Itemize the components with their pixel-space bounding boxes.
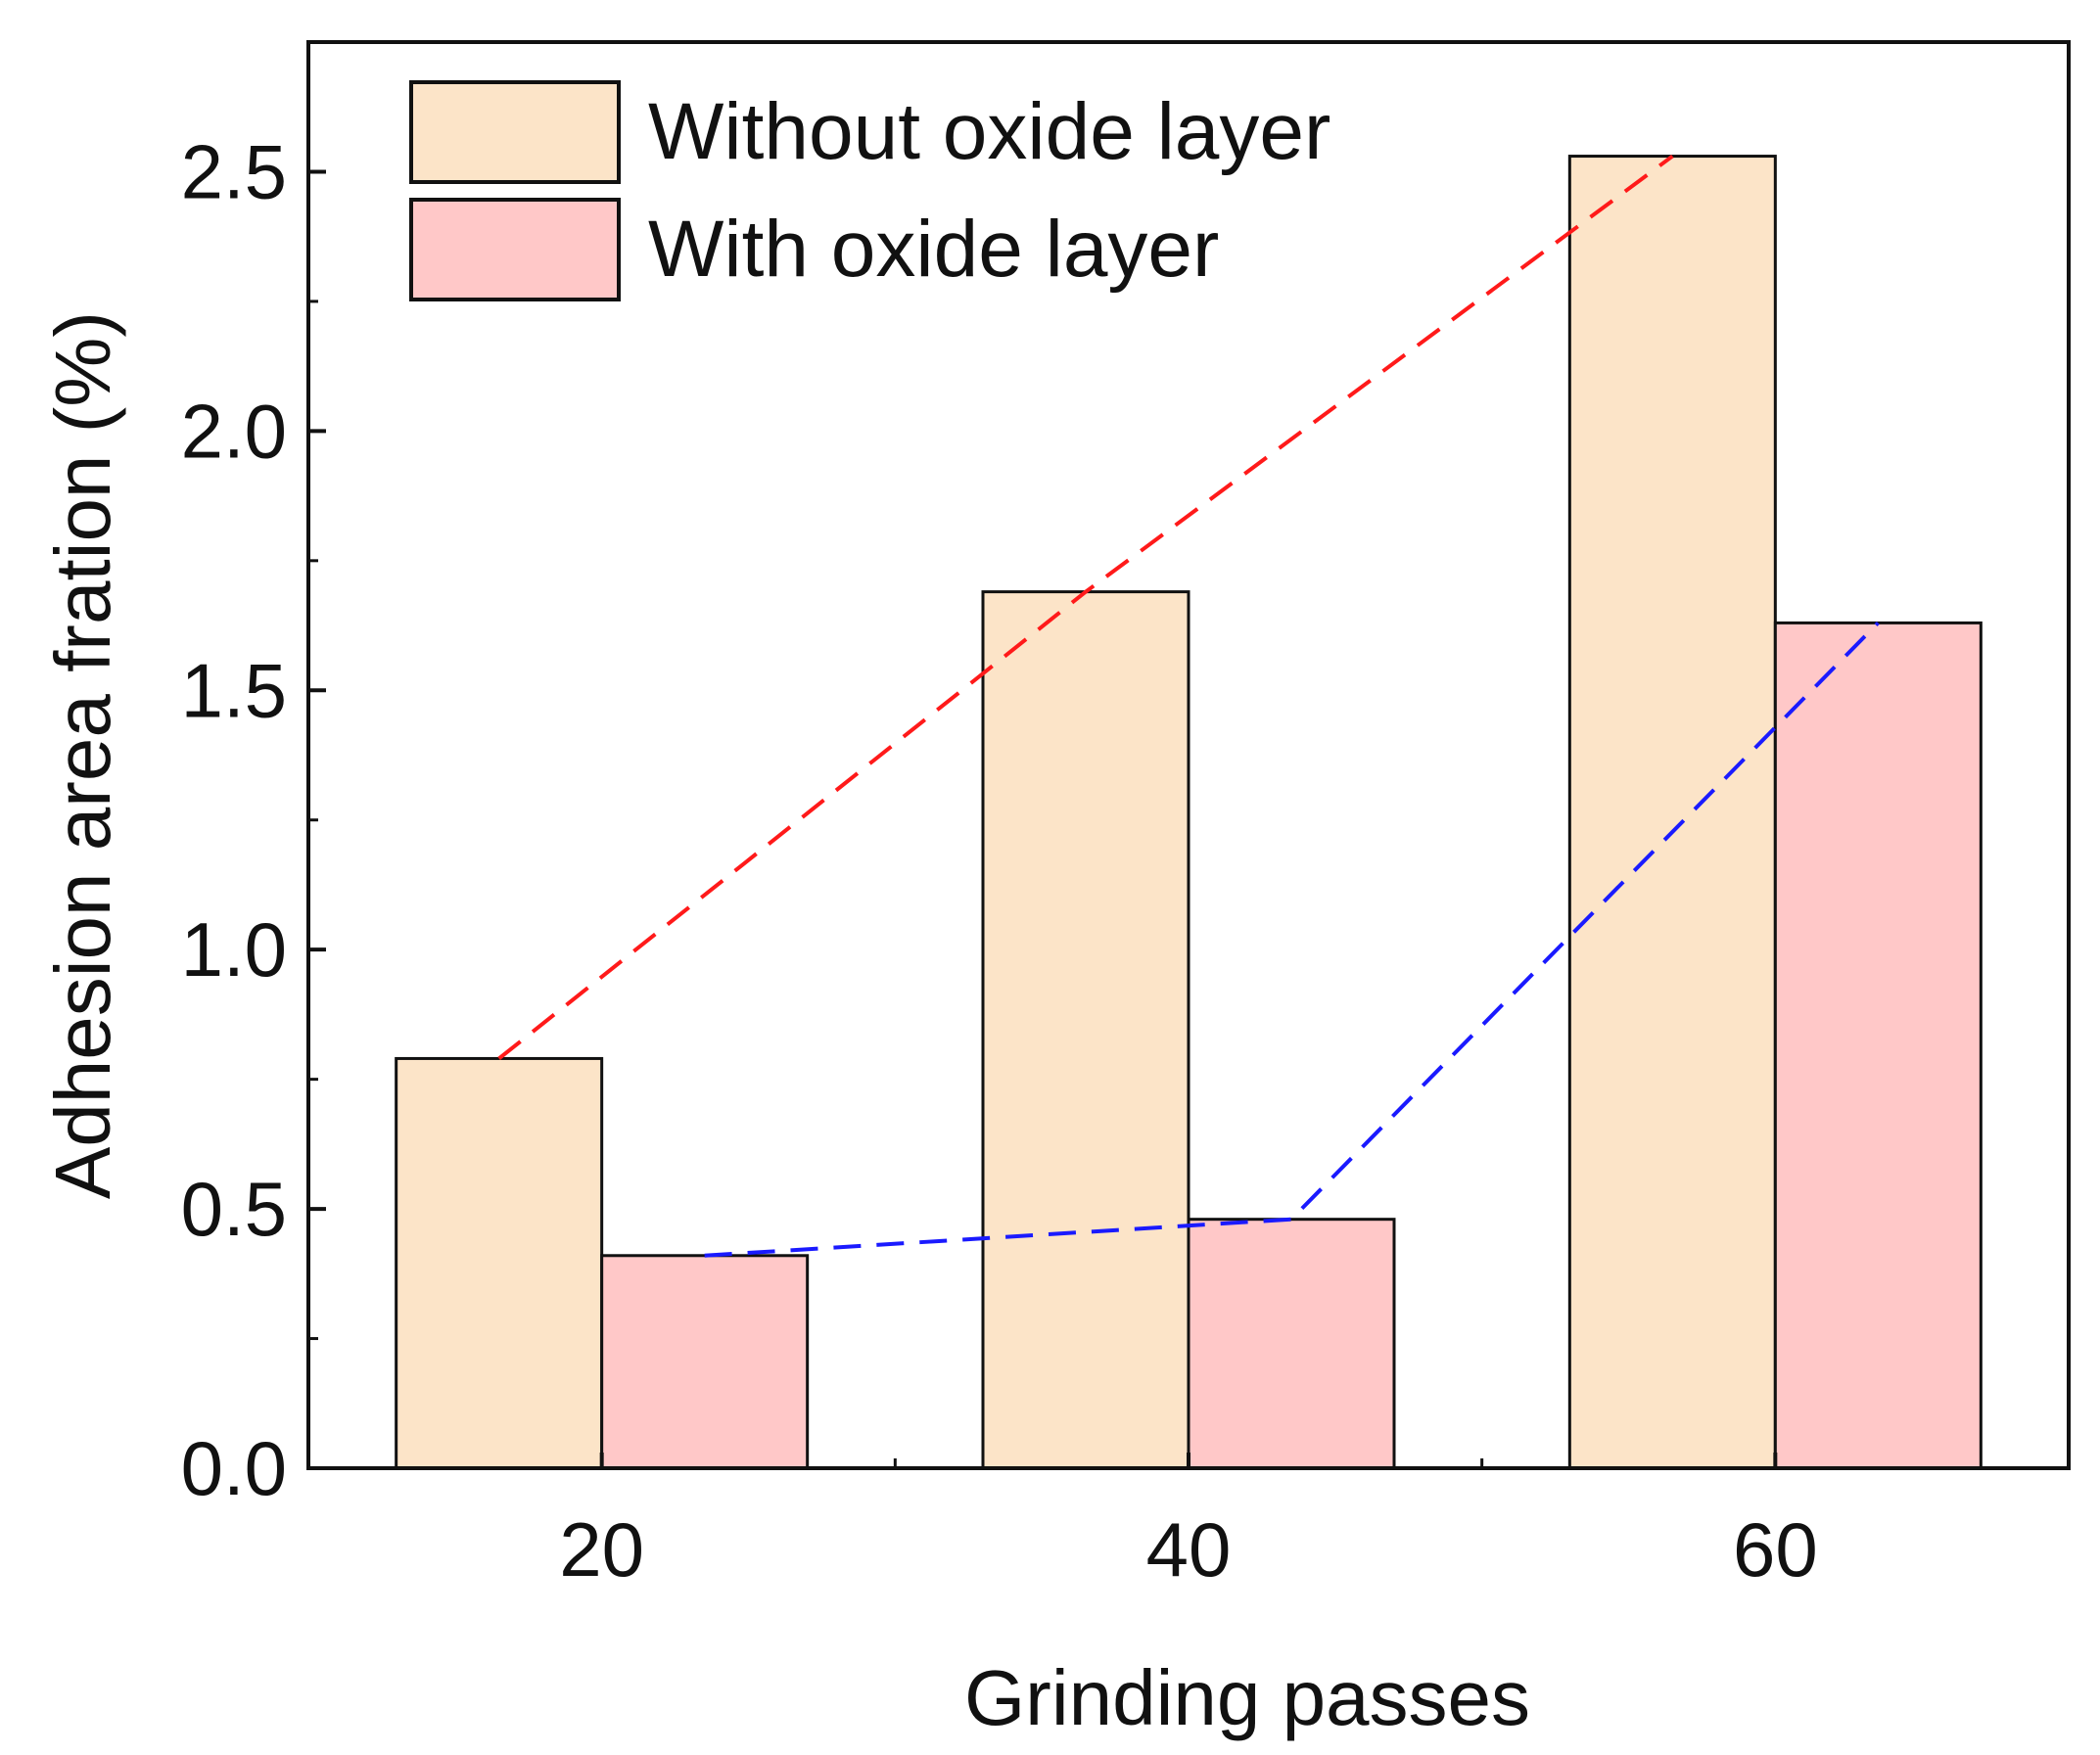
- bars-layer: [395, 155, 1983, 1470]
- legend-label-with-oxide: With oxide layer: [648, 205, 1219, 294]
- x-tick-label: 40: [1146, 1506, 1232, 1593]
- trend-lines-layer: [497, 154, 1880, 1258]
- y-tick-label: 0.5: [181, 1166, 287, 1252]
- bar-without-oxide-20: [395, 1056, 604, 1470]
- bar-without-oxide-40: [981, 590, 1190, 1470]
- bar-with-oxide-40: [1187, 1218, 1396, 1470]
- legend: Without oxide layer With oxide layer: [409, 80, 1330, 301]
- y-axis: 0.0 0.5 1.0 1.5 2.0 2.5: [181, 128, 326, 1511]
- y-axis-title: Adhesion area fration (%): [39, 311, 126, 1199]
- y-tick-label: 2.5: [181, 128, 287, 214]
- bar-without-oxide-60: [1567, 155, 1777, 1470]
- trend-line-with-oxide: [704, 621, 1880, 1258]
- x-tick-label: 60: [1733, 1506, 1818, 1593]
- legend-label-without-oxide: Without oxide layer: [648, 87, 1330, 176]
- y-tick-label: 2.0: [181, 388, 287, 474]
- y-tick-label: 1.5: [181, 647, 287, 733]
- y-tick-label: 0.0: [181, 1425, 287, 1511]
- legend-swatch-without-oxide: [409, 80, 621, 184]
- bar-with-oxide-60: [1773, 621, 1983, 1470]
- trend-line-without-oxide: [497, 154, 1674, 1061]
- legend-swatch-with-oxide: [409, 198, 621, 301]
- x-tick-label: 20: [559, 1506, 644, 1593]
- y-tick-label: 1.0: [181, 906, 287, 993]
- x-axis: 20 40 60: [559, 1453, 1818, 1593]
- x-axis-title: Grinding passes: [964, 1654, 1530, 1741]
- bar-with-oxide-20: [600, 1254, 810, 1470]
